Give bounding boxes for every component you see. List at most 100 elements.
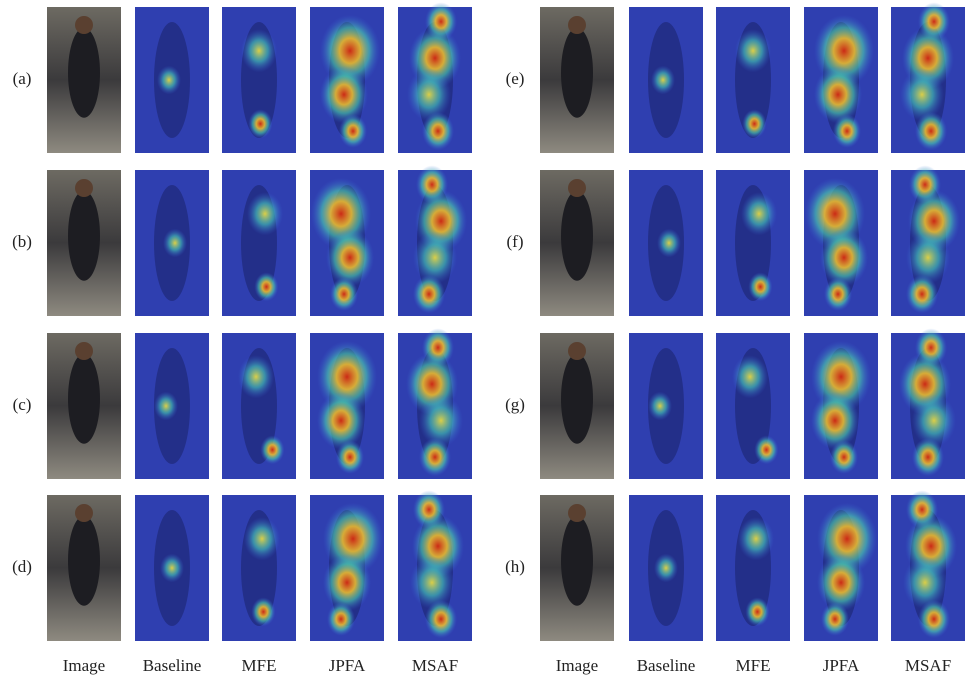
heatmap [310, 333, 384, 479]
activation [326, 229, 374, 287]
person-image [47, 7, 121, 153]
activation [251, 597, 275, 626]
activation [317, 392, 365, 450]
heatmap [310, 495, 384, 641]
activation [320, 66, 368, 124]
activation [814, 66, 862, 124]
head [75, 342, 93, 360]
person-image [47, 170, 121, 316]
column-label: Image [556, 656, 598, 675]
activation [741, 192, 777, 235]
row-label: (b) [12, 232, 32, 251]
heatmap [891, 165, 965, 316]
person-image [540, 333, 614, 479]
column-label: MFE [736, 656, 771, 675]
activation [654, 554, 678, 583]
activation [906, 231, 950, 284]
activation [413, 231, 457, 284]
person-image [540, 7, 614, 153]
heatmap [629, 7, 703, 153]
row-label: (a) [13, 69, 32, 88]
heatmap [804, 333, 878, 479]
person [68, 354, 100, 444]
activation [327, 602, 355, 636]
activation [163, 229, 187, 258]
activation [833, 114, 861, 148]
heatmap [629, 495, 703, 641]
heatmap [135, 333, 209, 479]
row-label: (c) [13, 395, 32, 414]
activation [651, 66, 675, 95]
activation [336, 440, 364, 474]
activation [820, 229, 868, 287]
heatmap [716, 333, 790, 479]
heatmap [398, 490, 472, 641]
heatmap [629, 170, 703, 316]
activation [821, 602, 849, 636]
row-label: (e) [506, 69, 525, 88]
activation [745, 597, 769, 626]
activation [422, 112, 454, 150]
head [568, 179, 586, 197]
activation [425, 600, 457, 638]
heatmap [891, 490, 965, 641]
activation [154, 392, 178, 421]
heatmap [310, 7, 384, 153]
person [68, 516, 100, 606]
person [68, 191, 100, 281]
head [568, 342, 586, 360]
head [568, 16, 586, 34]
activation [817, 554, 865, 612]
heatmap [398, 328, 472, 479]
activation [912, 394, 956, 447]
heatmap [310, 170, 384, 316]
heatmap [716, 495, 790, 641]
activation [830, 440, 858, 474]
activation [754, 435, 778, 464]
heatmap [222, 333, 296, 479]
heatmap [222, 495, 296, 641]
activation [738, 517, 774, 560]
heatmap [398, 165, 472, 316]
heatmap [222, 170, 296, 316]
person-image [540, 170, 614, 316]
activation [811, 392, 859, 450]
activation [248, 109, 272, 138]
heatmap [716, 170, 790, 316]
heatmap [135, 7, 209, 153]
activation [238, 355, 274, 398]
column-label: MSAF [412, 656, 458, 675]
person-image [47, 495, 121, 641]
activation [323, 554, 371, 612]
activation [260, 435, 284, 464]
head [75, 504, 93, 522]
activation [915, 112, 947, 150]
heatmap [804, 495, 878, 641]
activation [918, 600, 950, 638]
activation [407, 68, 451, 121]
figure: (a)(b)(c)(d)ImageBaselineMFEJPFAMSAF(e)(… [0, 0, 966, 682]
activation [419, 394, 463, 447]
activation [244, 517, 280, 560]
person [68, 28, 100, 118]
person-image [540, 495, 614, 641]
column-label: Image [63, 656, 105, 675]
activation [824, 277, 852, 311]
activation [735, 29, 771, 72]
activation [900, 68, 944, 121]
heatmap [398, 2, 472, 153]
person [561, 354, 593, 444]
activation [160, 554, 184, 583]
column-label: Baseline [637, 656, 696, 675]
row-label: (h) [505, 557, 525, 576]
activation [906, 275, 938, 313]
activation [732, 355, 768, 398]
row-label: (g) [505, 395, 525, 414]
heatmap [891, 328, 965, 479]
heatmap [891, 2, 965, 153]
activation [742, 109, 766, 138]
heatmap [135, 495, 209, 641]
column-label: Baseline [143, 656, 202, 675]
head [568, 504, 586, 522]
person [561, 516, 593, 606]
